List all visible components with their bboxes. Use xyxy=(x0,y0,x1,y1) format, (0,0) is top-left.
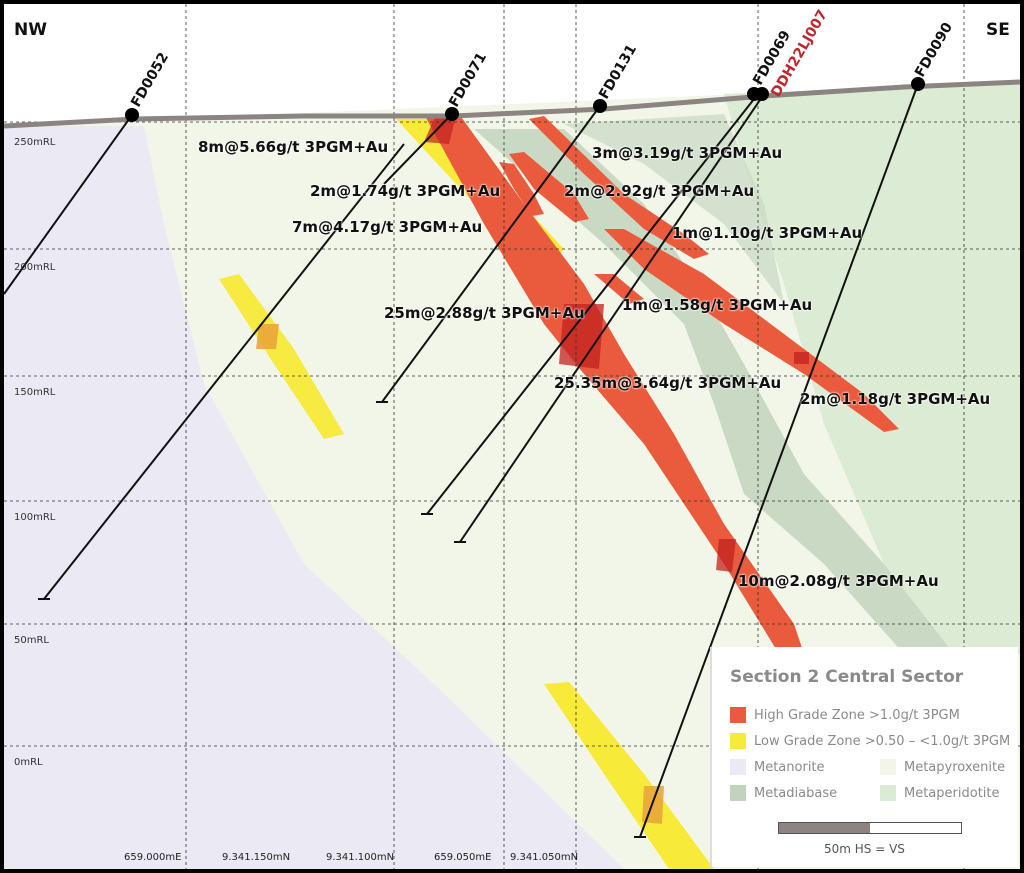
coord-label: 9.341.050mN xyxy=(510,852,579,863)
legend-item-high-grade: High Grade Zone >1.0g/t 3PGM xyxy=(730,707,960,723)
drillhole-ddh22lj007 xyxy=(459,93,765,543)
drill-holes xyxy=(4,83,919,838)
drillhole-fd0052-lower xyxy=(43,143,405,600)
high-grade-zone xyxy=(604,229,899,432)
coord-label: 659.000mE xyxy=(124,852,182,863)
metadiabase-zone-upper xyxy=(564,114,784,304)
legend-label: Metadiabase xyxy=(754,785,838,801)
metanorite-swatch xyxy=(730,759,746,775)
intercept-label: 1m@1.10g/t 3PGM+Au xyxy=(672,224,863,242)
metanorite-zone xyxy=(4,126,624,869)
legend-label: Low Grade Zone >0.50 – <1.0g/t 3PGM xyxy=(754,733,1011,749)
intercept-label: 2m@1.74g/t 3PGM+Au xyxy=(310,182,501,200)
intercept-mark xyxy=(716,539,736,572)
metaperidotite-swatch xyxy=(880,785,896,801)
cross-section-drawing xyxy=(4,4,1020,869)
ground-surface xyxy=(4,79,1020,129)
drillhole-fd0052-upper xyxy=(4,114,133,295)
coord-label: 659.050mE xyxy=(434,852,492,863)
compass-se: SE xyxy=(986,20,1010,40)
drillhole-fd0071 xyxy=(383,113,453,185)
intercept-mark xyxy=(424,116,456,144)
intercept-label: 3m@3.19g/t 3PGM+Au xyxy=(592,144,783,162)
high-grade-zone xyxy=(424,114,804,654)
intercept-label: 2m@1.18g/t 3PGM+Au xyxy=(800,390,991,408)
collar-ddh22lj007 xyxy=(755,87,769,101)
drillhole-fd0090 xyxy=(639,83,919,838)
high-grade-swatch xyxy=(730,707,746,723)
compass-nw: NW xyxy=(14,20,47,40)
rl-label: 100mRL xyxy=(14,512,56,523)
intercept-mark xyxy=(642,786,664,824)
intercept-label: 1m@1.58g/t 3PGM+Au xyxy=(622,296,813,314)
intercept-label: 25m@2.88g/t 3PGM+Au xyxy=(384,304,585,322)
legend-label: Metaperidotite xyxy=(904,785,1000,801)
intercept-label: 10m@2.08g/t 3PGM+Au xyxy=(738,572,939,590)
metadiabase-swatch xyxy=(730,785,746,801)
rl-label: 250mRL xyxy=(14,137,56,148)
metaperidotite-zone xyxy=(724,82,1020,654)
coord-label: 9.341.100mN xyxy=(326,852,395,863)
intercept-label: 7m@4.17g/t 3PGM+Au xyxy=(292,218,483,236)
legend-item-metapyroxenite: Metapyroxenite xyxy=(880,759,1005,775)
grid xyxy=(4,4,1020,869)
low-grade-zone xyxy=(219,274,344,439)
coord-label: 9.341.150mN xyxy=(222,852,291,863)
high-grade-zone xyxy=(529,116,709,259)
low-grade-swatch xyxy=(730,733,746,749)
metapyroxenite-swatch xyxy=(880,759,896,775)
collar-fd0052 xyxy=(125,108,139,122)
rl-label: 150mRL xyxy=(14,387,56,398)
cross-section-frame: NW SE 250mRL 200mRL 150mRL 100mRL 50mRL … xyxy=(4,4,1020,869)
legend-title: Section 2 Central Sector xyxy=(730,667,964,687)
intercept-label: 8m@5.66g/t 3PGM+Au xyxy=(198,138,389,156)
intercept-mark xyxy=(794,352,809,364)
legend: Section 2 Central Sector High Grade Zone… xyxy=(710,647,1018,867)
intercept-label: 25.35m@3.64g/t 3PGM+Au xyxy=(554,374,782,392)
legend-label: Metanorite xyxy=(754,759,825,775)
rl-label: 200mRL xyxy=(14,262,56,273)
drillhole-fd0131 xyxy=(381,105,601,403)
metadiabase-zone xyxy=(474,129,954,654)
intercept-mark xyxy=(256,324,279,349)
intercept-mark xyxy=(559,304,604,369)
legend-item-metaperidotite: Metaperidotite xyxy=(880,785,1000,801)
legend-label: Metapyroxenite xyxy=(904,759,1006,775)
rl-label: 50mRL xyxy=(14,635,49,646)
collar-fd0131 xyxy=(593,99,607,113)
scale-label: 50m HS = VS xyxy=(824,842,905,856)
scale-bar xyxy=(778,822,962,834)
hole-collars xyxy=(125,77,925,122)
legend-item-metadiabase: Metadiabase xyxy=(730,785,837,801)
high-grade-zone xyxy=(499,162,544,216)
legend-label: High Grade Zone >1.0g/t 3PGM xyxy=(754,707,960,723)
intercept-label: 2m@2.92g/t 3PGM+Au xyxy=(564,182,755,200)
end-of-hole-ticks xyxy=(38,401,646,838)
rl-label: 0mRL xyxy=(14,757,43,768)
collar-fd0090 xyxy=(911,77,925,91)
low-grade-zone xyxy=(544,682,714,869)
legend-item-low-grade: Low Grade Zone >0.50 – <1.0g/t 3PGM xyxy=(730,733,1010,749)
high-grade-zone xyxy=(509,152,589,222)
legend-item-metanorite: Metanorite xyxy=(730,759,825,775)
drillhole-fd0069 xyxy=(426,93,759,515)
high-grade-zone xyxy=(594,274,644,304)
collar-fd0071 xyxy=(445,107,459,121)
